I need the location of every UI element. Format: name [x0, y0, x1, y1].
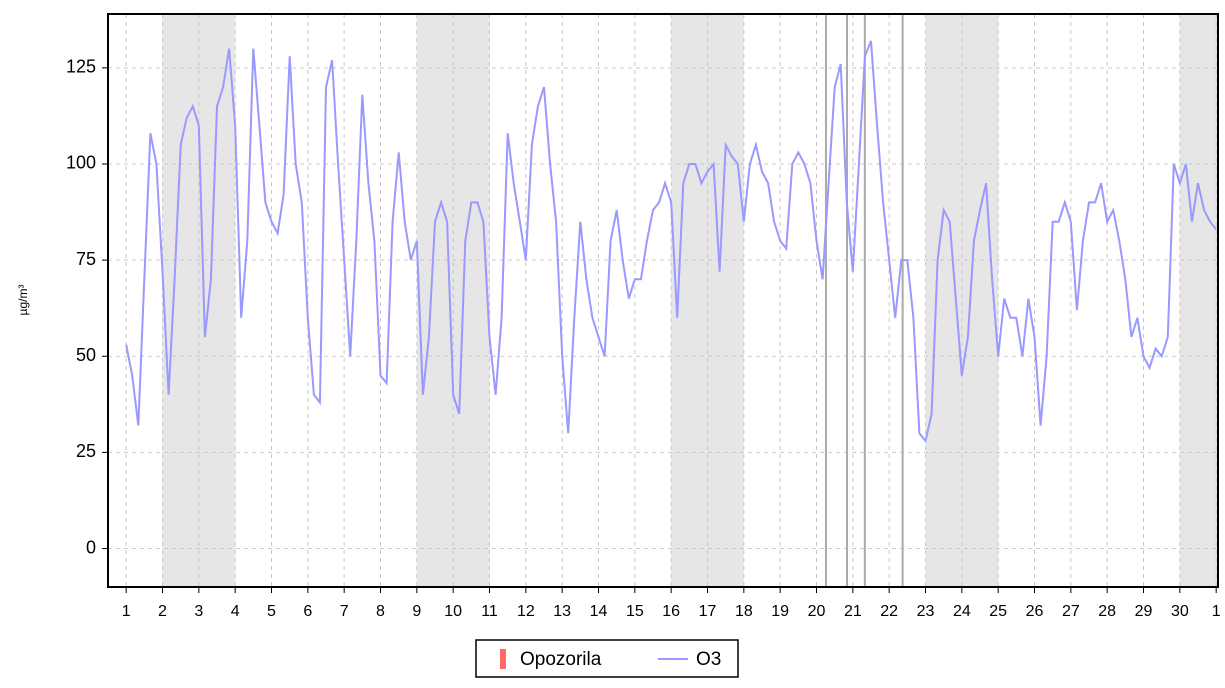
legend-label: Opozorila	[520, 649, 602, 670]
x-tick-label: 3	[194, 603, 203, 620]
y-tick-label: 75	[76, 249, 96, 269]
x-tick-label: 20	[808, 603, 826, 620]
y-tick-label: 125	[66, 57, 96, 77]
weekend-band	[1179, 14, 1218, 587]
legend-swatch	[500, 649, 506, 669]
x-tick-label: 13	[553, 603, 571, 620]
x-tick-label: 22	[880, 603, 898, 620]
x-tick-label: 15	[626, 603, 644, 620]
x-tick-label: 12	[517, 603, 535, 620]
x-tick-label: 25	[989, 603, 1007, 620]
y-tick-label: 50	[76, 345, 96, 365]
legend: Opozorila O3	[475, 639, 739, 678]
weekend-band	[162, 14, 236, 587]
weekend-band	[671, 14, 744, 587]
x-tick-label: 14	[590, 603, 608, 620]
y-axis-label: µg/m³	[16, 285, 30, 316]
x-tick-label: 2	[158, 603, 167, 620]
x-tick-label: 1	[122, 603, 131, 620]
x-tick-label: 28	[1098, 603, 1116, 620]
plot-frame	[107, 13, 1219, 588]
x-tick-label: 7	[340, 603, 349, 620]
x-tick-label: 26	[1026, 603, 1044, 620]
x-tick-label: 1	[1212, 603, 1221, 620]
x-tick-label: 18	[735, 603, 753, 620]
x-tick-label: 16	[662, 603, 680, 620]
y-tick-label: 0	[86, 537, 96, 557]
x-tick-label: 19	[771, 603, 789, 620]
x-tick-label: 11	[481, 603, 498, 620]
weekend-band	[925, 14, 999, 587]
o3-line	[125, 40, 1217, 444]
x-tick-label: 24	[953, 603, 971, 620]
legend-box	[475, 639, 739, 678]
plot-area	[108, 14, 1218, 587]
x-tick-label: 10	[444, 603, 462, 620]
x-tick-label: 30	[1171, 603, 1189, 620]
y-tick-label: 100	[66, 153, 96, 173]
x-tick-label: 27	[1062, 603, 1080, 620]
x-tick-label: 4	[231, 603, 240, 620]
x-tick-label: 6	[303, 603, 312, 620]
x-tick-label: 21	[844, 603, 862, 620]
x-tick-label: 17	[699, 603, 717, 620]
x-tick-label: 8	[376, 603, 385, 620]
legend-label: O3	[696, 649, 721, 670]
x-tick-label: 5	[267, 603, 276, 620]
x-tick-label: 9	[412, 603, 421, 620]
x-tick-label: 29	[1135, 603, 1153, 620]
weekend-band	[416, 14, 490, 587]
x-tick-label: 23	[917, 603, 935, 620]
y-tick-label: 25	[76, 441, 96, 461]
